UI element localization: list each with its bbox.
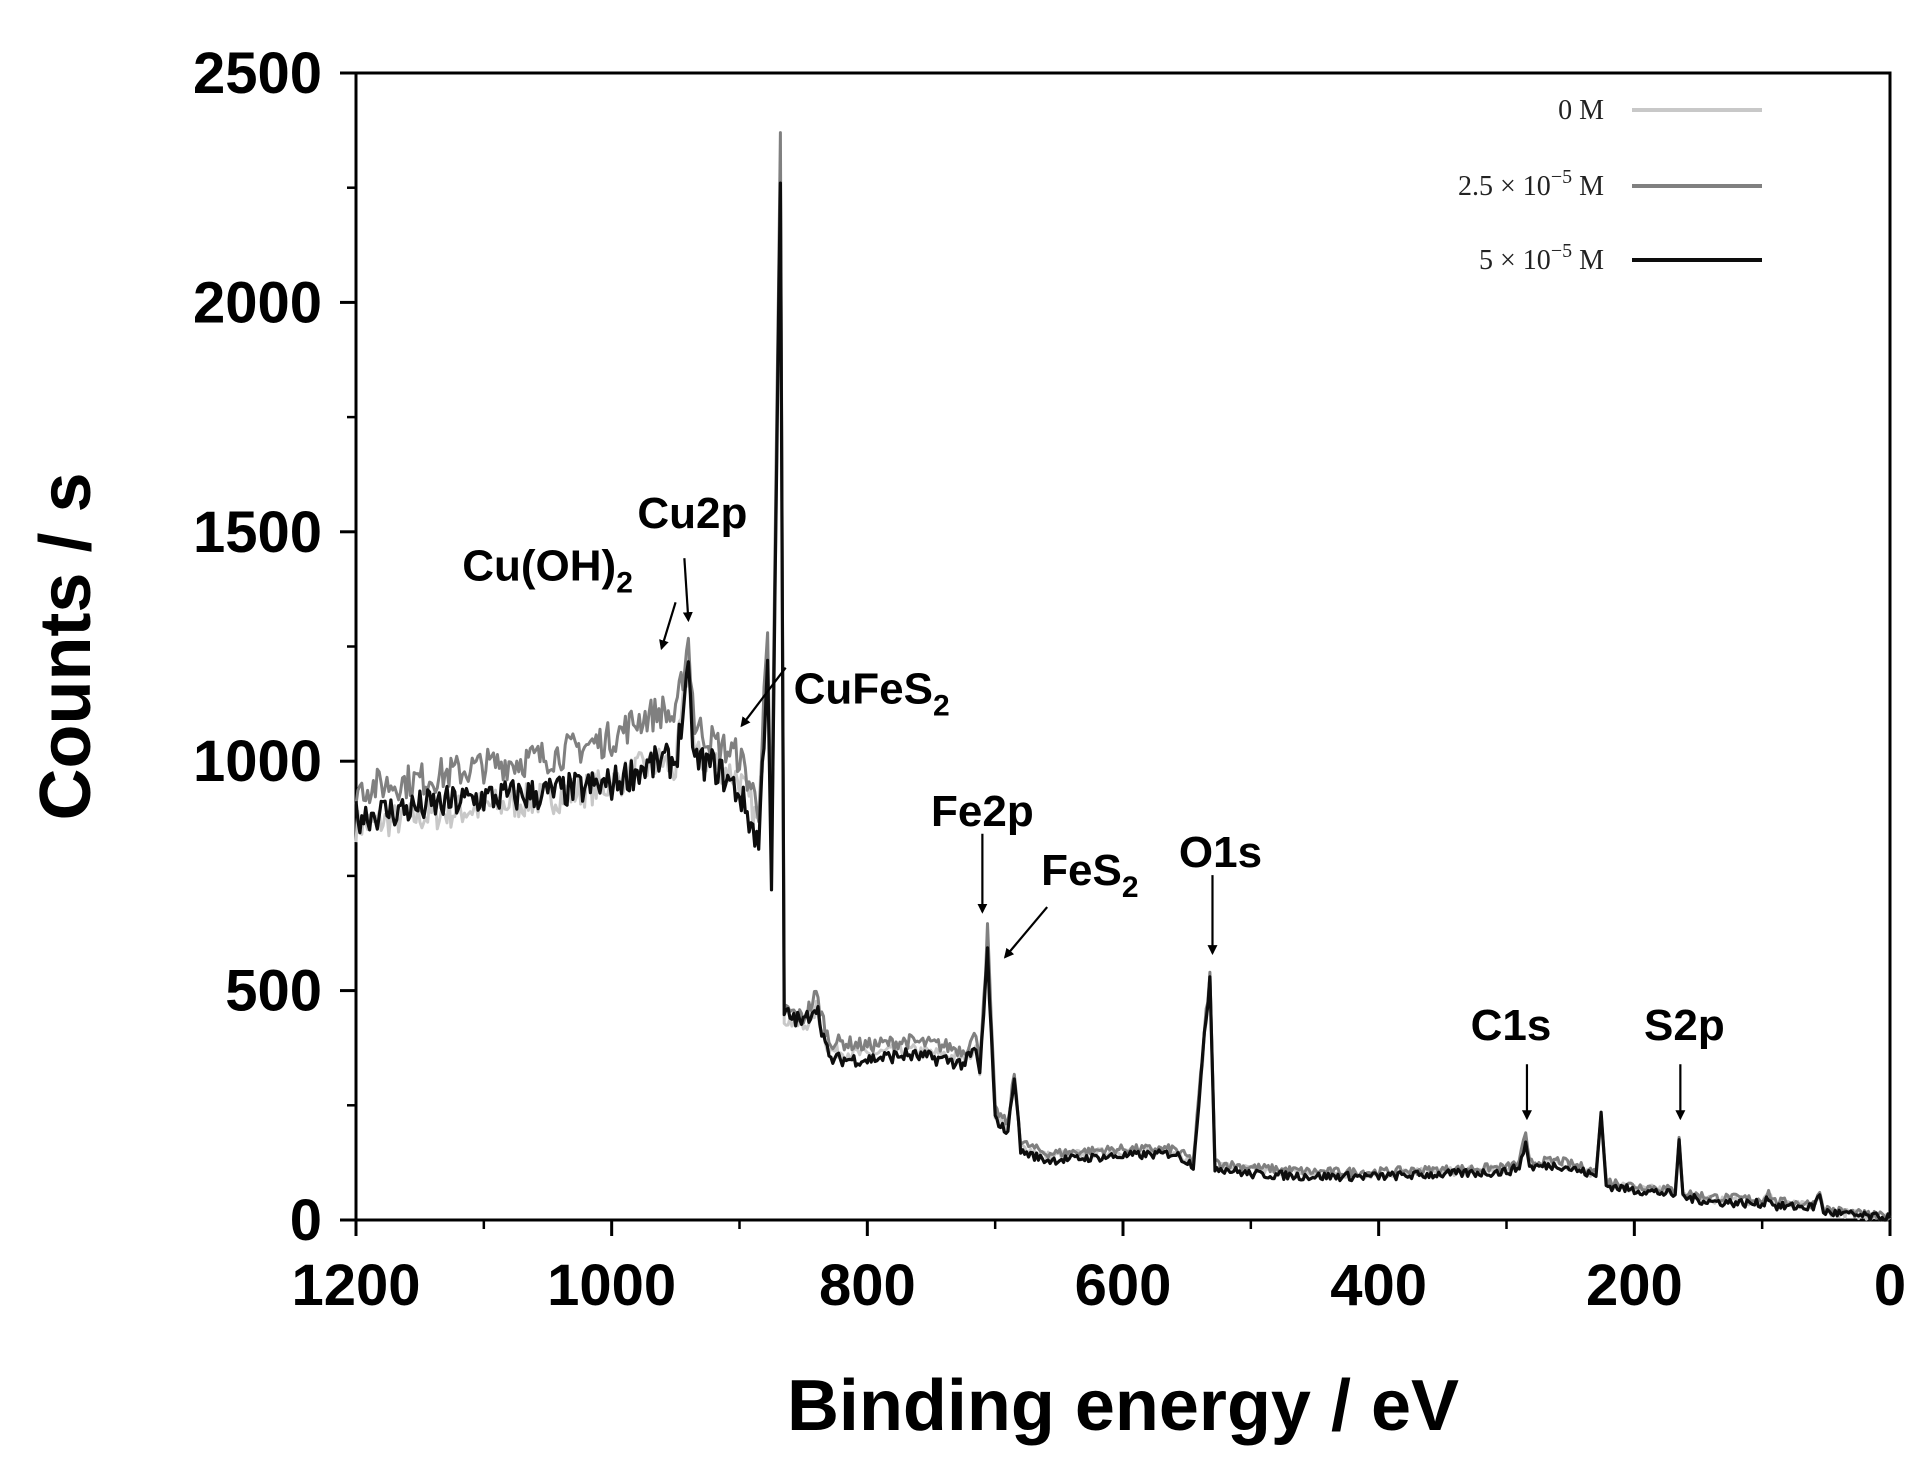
x-tick-label: 1200 — [291, 1253, 420, 1318]
annotation-cu2p: Cu2p — [637, 489, 747, 623]
annotation-cufes2: CuFeS2 — [740, 665, 950, 728]
x-axis-title: Binding energy / eV — [787, 1366, 1459, 1446]
annotation-label: O1s — [1179, 828, 1262, 877]
annotation-c1s: C1s — [1471, 1001, 1552, 1121]
legend-entry-1: 0 M — [1558, 95, 1762, 126]
legend-label: 5 × 10−5 M — [1479, 240, 1604, 276]
x-tick-label: 0 — [1874, 1253, 1906, 1318]
legend: 0 M 2.5 × 10−5 M 5 × 10−5 M — [1458, 95, 1762, 276]
annotation-arrow — [659, 601, 677, 651]
y-tick-label: 0 — [290, 1188, 322, 1253]
annotation-label: FeS2 — [1041, 846, 1138, 904]
annotation-label: S2p — [1644, 1001, 1725, 1050]
legend-entry-2: 2.5 × 10−5 M — [1458, 166, 1762, 202]
series-line-1 — [354, 163, 1892, 1222]
annotation-o1s: O1s — [1179, 828, 1262, 956]
annotation-label: CuFeS2 — [794, 665, 950, 723]
series-line-3 — [354, 181, 1892, 1222]
legend-entry-3: 5 × 10−5 M — [1479, 240, 1762, 276]
annotation-label: Cu2p — [637, 489, 747, 538]
annotation-label: Fe2p — [931, 787, 1034, 836]
annotation-arrow — [1003, 906, 1049, 959]
legend-label: 2.5 × 10−5 M — [1458, 166, 1604, 202]
x-tick-label: 200 — [1586, 1253, 1683, 1318]
y-tick-label: 2000 — [193, 270, 322, 335]
series-line-2 — [354, 131, 1892, 1222]
annotation-label: Cu(OH)2 — [462, 541, 633, 599]
y-tick-label: 1000 — [193, 729, 322, 794]
series-group — [354, 131, 1892, 1222]
y-axis-title: Counts / s — [26, 472, 106, 820]
legend-label: 0 M — [1558, 95, 1604, 126]
annotation-cuoh2: Cu(OH)2 — [462, 541, 677, 651]
x-tick-label: 1000 — [547, 1253, 676, 1318]
x-tick-label: 400 — [1330, 1253, 1427, 1318]
y-tick-label: 1500 — [193, 500, 322, 565]
annotation-fe2p: Fe2p — [931, 787, 1034, 914]
y-tick-label: 500 — [225, 959, 322, 1024]
annotation-s2p: S2p — [1644, 1001, 1725, 1121]
x-tick-label: 600 — [1075, 1253, 1172, 1318]
y-tick-label: 2500 — [193, 41, 322, 106]
annotation-arrow — [740, 667, 787, 728]
tick-group: 1200 1000 800 600 400 200 00500100015002000250… — [193, 41, 1906, 1318]
x-tick-label: 800 — [819, 1253, 916, 1318]
annotation-arrow — [682, 558, 693, 623]
annotation-fes2: FeS2 — [1003, 846, 1139, 959]
annotation-label: C1s — [1471, 1001, 1552, 1050]
